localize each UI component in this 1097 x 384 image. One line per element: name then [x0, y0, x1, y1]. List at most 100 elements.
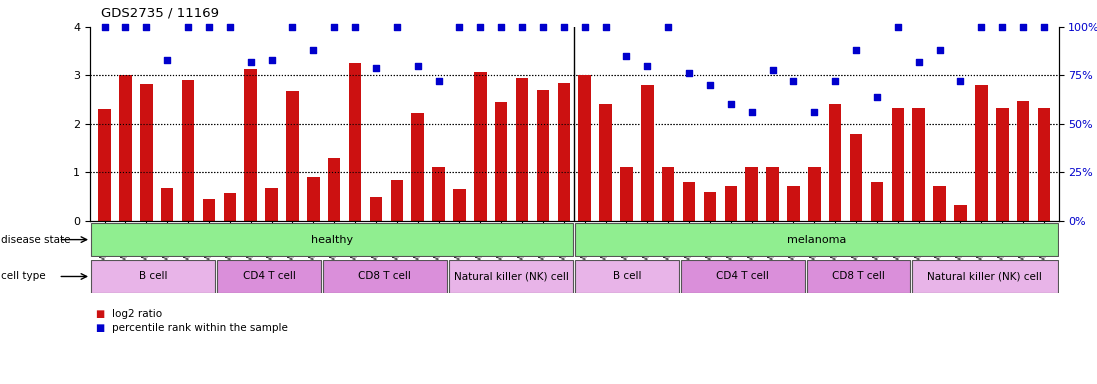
Point — [743, 109, 760, 115]
Point — [263, 57, 281, 63]
Bar — [495, 102, 508, 221]
Point — [347, 24, 364, 30]
Point — [472, 24, 489, 30]
Point — [826, 78, 844, 84]
Bar — [871, 182, 883, 221]
Bar — [328, 158, 340, 221]
Bar — [307, 177, 319, 221]
Bar — [808, 167, 821, 221]
Text: CD8 T cell: CD8 T cell — [833, 271, 885, 281]
Text: disease state: disease state — [1, 235, 70, 245]
Bar — [641, 85, 654, 221]
Bar — [224, 193, 236, 221]
Text: melanoma: melanoma — [787, 235, 846, 245]
Bar — [99, 109, 111, 221]
Point — [1036, 24, 1053, 30]
Point — [95, 24, 113, 30]
Bar — [788, 186, 800, 221]
Point — [931, 47, 949, 53]
Bar — [954, 205, 966, 221]
Bar — [182, 80, 194, 221]
Bar — [349, 63, 361, 221]
Bar — [474, 72, 487, 221]
Point — [868, 94, 885, 100]
Point — [597, 24, 614, 30]
Bar — [217, 260, 320, 293]
Bar — [996, 108, 1008, 221]
Point — [137, 24, 155, 30]
Bar — [161, 188, 173, 221]
Bar — [746, 167, 758, 221]
Bar — [1038, 108, 1050, 221]
Point — [784, 78, 802, 84]
Bar — [934, 186, 946, 221]
Bar — [829, 104, 841, 221]
Bar — [1017, 101, 1029, 221]
Bar — [575, 223, 1058, 256]
Text: CD8 T cell: CD8 T cell — [359, 271, 411, 281]
Bar — [680, 260, 805, 293]
Point — [409, 63, 427, 69]
Bar — [975, 85, 987, 221]
Point — [701, 82, 719, 88]
Point — [555, 24, 573, 30]
Bar — [682, 182, 695, 221]
Point — [952, 78, 970, 84]
Bar — [453, 189, 466, 221]
Text: B cell: B cell — [612, 271, 641, 281]
Point — [909, 59, 927, 65]
Point — [513, 24, 531, 30]
Bar — [411, 113, 423, 221]
Point — [847, 47, 864, 53]
Point — [659, 24, 677, 30]
Point — [805, 109, 823, 115]
Bar — [599, 104, 612, 221]
Text: GDS2735 / 11169: GDS2735 / 11169 — [101, 6, 219, 19]
Bar — [391, 180, 403, 221]
Point — [388, 24, 406, 30]
Bar — [91, 260, 215, 293]
Text: B cell: B cell — [139, 271, 168, 281]
Bar — [516, 78, 529, 221]
Point — [1015, 24, 1032, 30]
Bar — [91, 223, 574, 256]
Bar — [578, 75, 591, 221]
Point — [451, 24, 468, 30]
Point — [158, 57, 176, 63]
Point — [222, 24, 239, 30]
Point — [764, 66, 781, 73]
Text: cell type: cell type — [1, 271, 46, 281]
Bar — [140, 84, 152, 221]
Text: CD4 T cell: CD4 T cell — [242, 271, 295, 281]
Point — [116, 24, 134, 30]
Point — [722, 101, 739, 108]
Bar — [892, 108, 904, 221]
Bar — [703, 192, 716, 221]
Bar — [265, 188, 278, 221]
Text: log2 ratio: log2 ratio — [112, 310, 162, 319]
Text: ■: ■ — [95, 323, 104, 333]
Text: Natural killer (NK) cell: Natural killer (NK) cell — [927, 271, 1042, 281]
Text: percentile rank within the sample: percentile rank within the sample — [112, 323, 287, 333]
Bar — [245, 69, 257, 221]
Bar — [370, 197, 382, 221]
Bar — [323, 260, 446, 293]
Point — [200, 24, 217, 30]
Point — [326, 24, 343, 30]
Text: healthy: healthy — [312, 235, 353, 245]
Point — [179, 24, 196, 30]
Bar — [449, 260, 574, 293]
Bar — [807, 260, 911, 293]
Point — [576, 24, 593, 30]
Bar — [913, 108, 925, 221]
Point — [284, 24, 302, 30]
Bar — [620, 167, 633, 221]
Text: CD4 T cell: CD4 T cell — [716, 271, 769, 281]
Point — [367, 65, 385, 71]
Bar — [767, 167, 779, 221]
Point — [994, 24, 1011, 30]
Bar — [913, 260, 1058, 293]
Bar — [286, 91, 298, 221]
Point — [638, 63, 656, 69]
Bar — [203, 199, 215, 221]
